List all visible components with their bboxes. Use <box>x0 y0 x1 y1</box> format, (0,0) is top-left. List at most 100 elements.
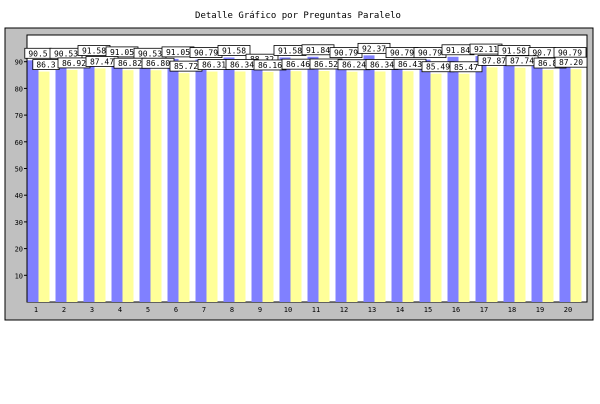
bar <box>542 70 554 303</box>
bar <box>150 70 162 302</box>
bar <box>55 60 67 303</box>
x-tick-label: 4 <box>118 306 122 314</box>
bar <box>83 57 95 302</box>
data-label: 87.74 <box>510 57 534 66</box>
bar <box>290 71 302 303</box>
bar <box>559 59 571 302</box>
bar <box>363 55 375 302</box>
bar <box>374 71 386 302</box>
data-label-box <box>217 45 251 56</box>
bar <box>223 57 235 302</box>
data-label: 90.7 <box>532 49 551 58</box>
bar <box>262 71 274 303</box>
bar <box>335 59 347 302</box>
bar <box>234 71 246 302</box>
chart-title: Detalle Gráfico por Preguntas Paralelo <box>195 11 401 21</box>
x-tick-label: 3 <box>90 306 94 314</box>
data-label: 91.58 <box>82 46 106 55</box>
data-label: 91.58 <box>222 46 246 55</box>
x-tick-label: 5 <box>146 306 150 314</box>
x-tick-label: 7 <box>202 306 206 314</box>
data-label: 90.79 <box>194 49 218 58</box>
data-label: 92.37 <box>362 44 386 53</box>
data-label: 86.52 <box>314 60 338 69</box>
data-label: 87.87 <box>482 56 506 65</box>
data-label: 91.84 <box>306 46 330 55</box>
bar <box>94 68 106 302</box>
bar <box>458 73 470 302</box>
bar <box>430 73 442 302</box>
x-tick-label: 14 <box>396 306 404 314</box>
y-tick-label: 60 <box>15 139 23 147</box>
data-label: 86.16 <box>258 61 282 70</box>
bar <box>391 59 403 302</box>
data-label: 87.20 <box>559 58 583 67</box>
bar <box>66 69 78 302</box>
data-label: 91.58 <box>502 46 526 55</box>
y-tick-label: 80 <box>15 85 23 93</box>
bar <box>402 71 414 302</box>
y-tick-label: 30 <box>15 219 23 227</box>
x-tick-label: 9 <box>258 306 262 314</box>
data-label: 91.05 <box>166 48 190 57</box>
x-tick-label: 15 <box>424 306 432 314</box>
x-tick-label: 12 <box>340 306 348 314</box>
bar <box>307 56 319 302</box>
data-label: 86.46 <box>286 60 310 69</box>
data-label-box <box>554 56 588 68</box>
data-label: 86.88 <box>538 59 562 68</box>
data-label: 85.49 <box>426 63 450 72</box>
y-tick-label: 10 <box>15 272 23 280</box>
data-label: 86.31 <box>202 61 226 70</box>
data-label: 92.11 <box>474 45 498 54</box>
bar <box>38 71 50 302</box>
data-label: 90.79 <box>334 49 358 58</box>
y-tick-label: 70 <box>15 112 23 120</box>
y-tick-label: 20 <box>15 246 23 254</box>
bar <box>419 59 431 302</box>
bar <box>122 70 134 302</box>
data-labels: 90.590.5391.5891.0590.5391.0590.7991.588… <box>24 42 588 73</box>
x-axis: 1 2 3 4 5 6 7 8 9 10 11 12 13 14 15 16 17 18 19 20 <box>34 306 572 314</box>
y-tick-label: 40 <box>15 192 23 200</box>
x-tick-label: 20 <box>564 306 572 314</box>
bar <box>531 59 543 302</box>
data-label: 86.43 <box>398 60 422 69</box>
data-label: 90.79 <box>418 49 442 58</box>
data-label: 91.05 <box>110 48 134 57</box>
x-tick-label: 19 <box>536 306 544 314</box>
x-tick-label: 8 <box>230 306 234 314</box>
data-label: 86.80 <box>146 59 170 68</box>
y-tick-label: 90 <box>15 59 23 67</box>
data-label: 85.47 <box>454 63 478 72</box>
data-label: 86.34 <box>370 60 394 69</box>
data-label: 91.84 <box>446 46 470 55</box>
data-label: 90.79 <box>558 49 582 58</box>
data-label-box <box>449 61 483 73</box>
bar <box>27 60 39 303</box>
data-label: 86.34 <box>230 60 254 69</box>
data-label: 90.53 <box>138 49 162 58</box>
data-label: 87.47 <box>90 57 114 66</box>
bar <box>139 60 151 303</box>
bar <box>486 67 498 302</box>
data-label: 86.3 <box>36 61 55 70</box>
bar <box>178 73 190 303</box>
bar <box>279 57 291 302</box>
bar <box>206 71 218 302</box>
data-label: 90.79 <box>390 49 414 58</box>
x-tick-label: 10 <box>284 306 292 314</box>
y-axis: 10 20 30 40 50 60 70 80 90 <box>15 59 27 280</box>
x-tick-label: 2 <box>62 306 66 314</box>
data-label: 86.92 <box>62 59 86 68</box>
x-tick-label: 17 <box>480 306 488 314</box>
bar <box>514 67 526 303</box>
x-tick-label: 1 <box>34 306 38 314</box>
data-label: 91.58 <box>278 46 302 55</box>
bar <box>570 69 582 303</box>
plot-area <box>26 34 588 303</box>
x-tick-label: 16 <box>452 306 460 314</box>
bar <box>318 70 330 302</box>
